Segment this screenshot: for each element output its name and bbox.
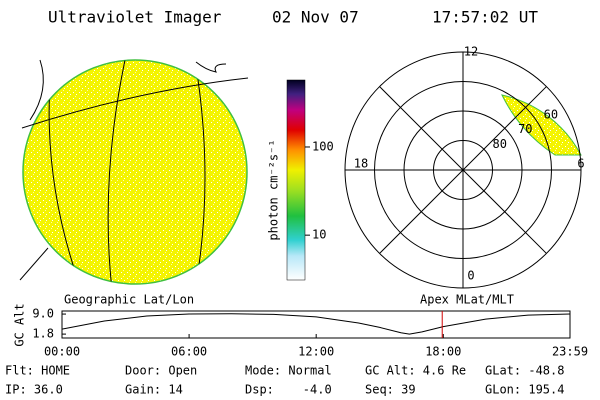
polar-ring xyxy=(403,110,523,230)
y-tick-label: 9.0 xyxy=(32,307,54,321)
altitude-frame xyxy=(61,310,571,339)
hour-label: 18 xyxy=(354,157,368,171)
panel-label: Apex MLat/MLT xyxy=(420,293,514,307)
info-field: Seq: 39 xyxy=(365,383,416,397)
info-field: Gain: 14 xyxy=(125,383,183,397)
info-field: GC Alt: 4.6 Re xyxy=(365,364,466,378)
info-field: GLat: -48.8 xyxy=(485,364,564,378)
info-field: Flt: HOME xyxy=(5,364,70,378)
colorbar-label: photon cm⁻²s⁻¹ xyxy=(267,139,281,240)
panel-label: Geographic Lat/Lon xyxy=(64,293,194,307)
x-tick-label: 06:00 xyxy=(171,345,207,359)
info-field: Mode: Normal xyxy=(245,364,332,378)
polar-image xyxy=(501,94,582,156)
y-tick-label: 1.8 xyxy=(32,327,54,341)
polar-ring xyxy=(433,140,493,200)
x-tick-label: 12:00 xyxy=(298,345,334,359)
info-field: Door: Open xyxy=(125,364,197,378)
x-tick-label: 18:00 xyxy=(425,345,461,359)
title: Ultraviolet Imager xyxy=(48,8,222,27)
earth-image xyxy=(19,59,249,285)
x-tick-label: 23:59 xyxy=(552,345,588,359)
time: 17:57:02 UT xyxy=(432,8,538,27)
colorbar xyxy=(286,79,306,281)
x-tick-label: 00:00 xyxy=(44,345,80,359)
ring-label: 70 xyxy=(518,122,532,136)
ring-label: 60 xyxy=(544,107,558,121)
info-field: Dsp: -4.0 xyxy=(245,383,332,397)
date: 02 Nov 07 xyxy=(272,8,359,27)
polar-ring xyxy=(374,81,552,259)
info-field: IP: 36.0 xyxy=(5,383,63,397)
tick-label: 10 xyxy=(312,228,326,242)
hour-label: 6 xyxy=(577,157,584,171)
tick-label: 100 xyxy=(312,139,334,153)
y-axis-label: GC Alt xyxy=(13,303,27,346)
altitude-line xyxy=(61,313,571,335)
hour-label: 0 xyxy=(467,269,474,283)
info-field: GLon: 195.4 xyxy=(485,383,564,397)
ring-label: 80 xyxy=(493,137,507,151)
hour-label: 12 xyxy=(464,45,478,59)
